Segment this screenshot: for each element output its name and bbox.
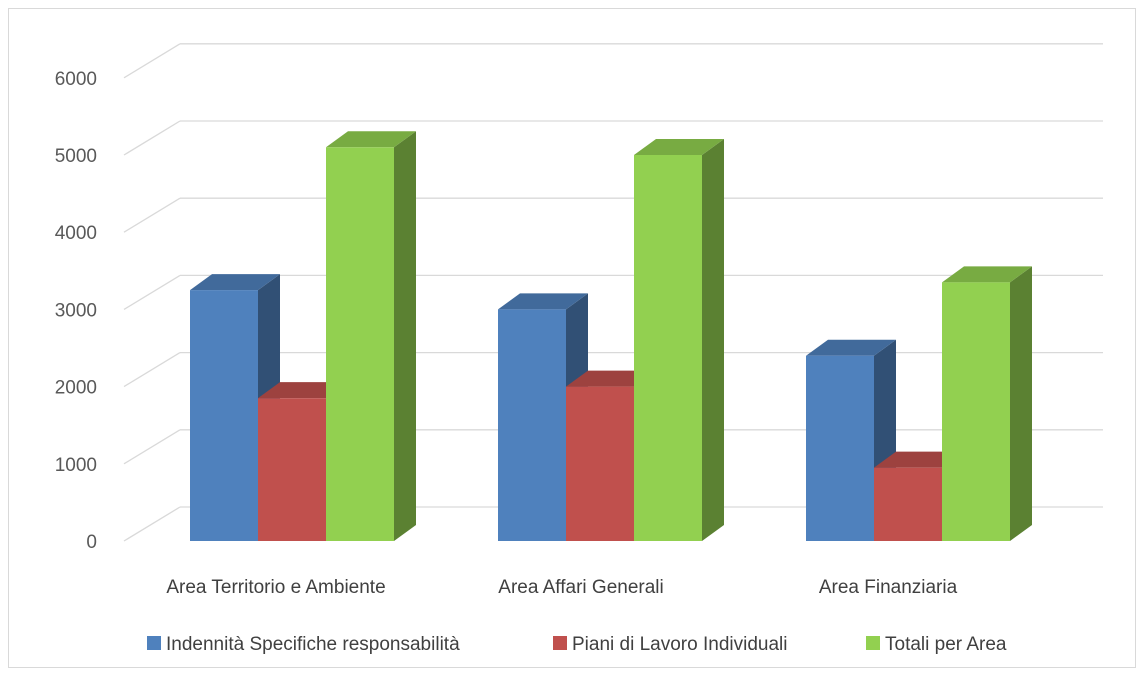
bar — [634, 139, 724, 541]
legend-swatch — [147, 636, 161, 650]
gridline-diagonal — [123, 43, 181, 79]
legend-swatch — [866, 636, 880, 650]
bar-front — [566, 386, 634, 541]
gridline-diagonal — [123, 506, 181, 542]
bar-side — [394, 131, 416, 541]
bar — [942, 266, 1032, 541]
y-tick-label: 6000 — [55, 69, 97, 90]
gridline-diagonal — [123, 197, 181, 233]
bar-front — [258, 398, 326, 541]
gridline-diagonal — [123, 429, 181, 465]
bar-front — [634, 155, 702, 541]
legend: Indennità Specifiche responsabilità Piani… — [147, 634, 1007, 655]
bar-side — [702, 139, 724, 541]
bars — [190, 131, 1032, 541]
x-axis-labels: Area Territorio e Ambiente Area Affari Ge… — [166, 577, 957, 598]
bar-front — [874, 467, 942, 541]
bar-side — [1010, 266, 1032, 541]
y-tick-label: 0 — [86, 532, 97, 553]
bar — [190, 274, 280, 541]
y-tick-label: 4000 — [55, 223, 97, 244]
y-tick-label: 1000 — [55, 455, 97, 476]
bar — [326, 131, 416, 541]
legend-label: Piani di Lavoro Individuali — [572, 634, 787, 655]
bar-front — [326, 147, 394, 541]
y-tick-label: 3000 — [55, 300, 97, 321]
bar-top — [498, 293, 588, 310]
y-axis-labels: 0 1000 2000 3000 4000 5000 6000 — [55, 69, 97, 553]
legend-item: Piani di Lavoro Individuali — [553, 634, 787, 655]
legend-label: Indennità Specifiche responsabilità — [166, 634, 460, 655]
legend-swatch — [553, 636, 567, 650]
y-tick-label: 5000 — [55, 146, 97, 167]
bar-top — [942, 266, 1032, 283]
bar-front — [942, 282, 1010, 541]
bar-top — [566, 370, 656, 387]
legend-label: Totali per Area — [885, 634, 1007, 655]
y-tick-label: 2000 — [55, 378, 97, 399]
bar-top — [190, 274, 280, 291]
bar-front — [806, 355, 874, 541]
bar — [498, 293, 588, 541]
bar-top — [258, 382, 348, 399]
bar-top — [806, 339, 896, 356]
bar-front — [498, 309, 566, 541]
gridline-diagonal — [123, 352, 181, 388]
bar-top — [634, 139, 724, 155]
legend-item: Totali per Area — [866, 634, 1007, 655]
x-tick-label: Area Territorio e Ambiente — [166, 577, 385, 598]
bar-top — [874, 451, 964, 468]
x-tick-label: Area Affari Generali — [498, 577, 663, 598]
x-tick-label: Area Finanziaria — [819, 577, 958, 598]
gridline-diagonal — [123, 274, 181, 310]
legend-item: Indennità Specifiche responsabilità — [147, 634, 460, 655]
bar-front — [190, 290, 258, 541]
gridline-diagonal — [123, 120, 181, 156]
bar-top — [326, 131, 416, 148]
